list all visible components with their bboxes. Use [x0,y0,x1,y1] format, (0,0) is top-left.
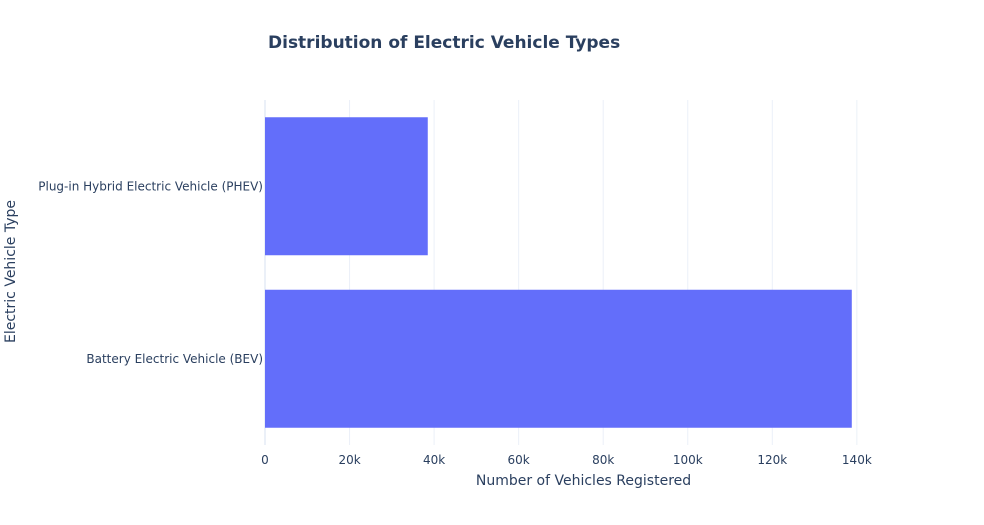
x-tick-label: 120k [757,453,787,467]
x-tick-label: 140k [842,453,872,467]
bar[interactable] [265,289,852,428]
y-axis-title: Electric Vehicle Type [3,200,19,343]
x-tick-label: 60k [508,453,530,467]
chart-title: Distribution of Electric Vehicle Types [268,33,621,53]
y-axis-ticks: Battery Electric Vehicle (BEV) Plug-in Hy… [38,179,263,366]
y-tick-label: Battery Electric Vehicle (BEV) [86,352,263,366]
x-tick-label: 100k [673,453,703,467]
x-tick-label: 20k [338,453,360,467]
bars [265,117,852,428]
x-tick-label: 0 [261,453,269,467]
x-axis-ticks: 0 20k 40k 60k 80k 100k 120k 140k [261,453,872,467]
y-tick-label: Plug-in Hybrid Electric Vehicle (PHEV) [38,179,263,193]
x-tick-label: 40k [423,453,445,467]
x-tick-label: 80k [592,453,614,467]
x-axis-title: Number of Vehicles Registered [476,473,691,489]
bar[interactable] [265,117,428,256]
